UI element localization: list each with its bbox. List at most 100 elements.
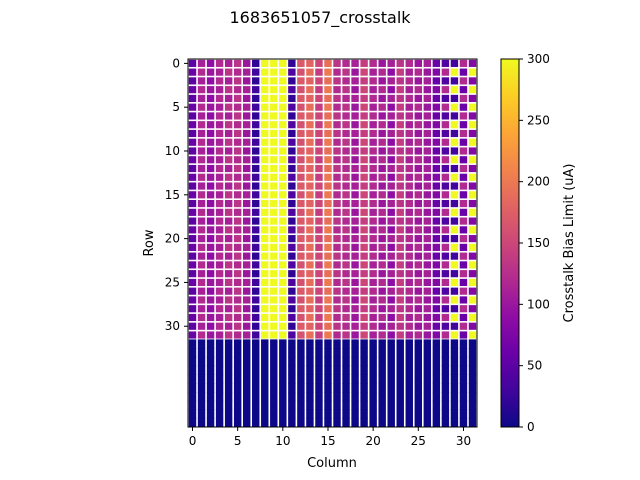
heatmap-cell: [459, 86, 468, 94]
heatmap-cell: [432, 68, 441, 76]
heatmap-cell: [188, 77, 197, 85]
heatmap-cell: [252, 68, 260, 76]
heatmap-cell: [288, 217, 296, 225]
heatmap-cell: [188, 331, 197, 339]
heatmap-cell: [450, 356, 459, 367]
heatmap-cell: [333, 313, 341, 322]
heatmap-cell: [242, 77, 251, 85]
heatmap-cell: [333, 59, 341, 67]
heatmap-cell: [360, 261, 368, 269]
heatmap-cell: [423, 217, 432, 225]
heatmap-cell: [450, 199, 459, 208]
heatmap-cell: [306, 208, 314, 216]
heatmap-cell: [333, 374, 341, 384]
heatmap-cell: [261, 156, 269, 164]
heatmap-cell: [324, 339, 332, 349]
heatmap-cell: [206, 278, 215, 287]
heatmap-cell: [270, 156, 278, 164]
heatmap-cell: [279, 243, 287, 251]
heatmap-cell: [459, 129, 468, 138]
heatmap-cell: [224, 138, 233, 146]
heatmap-cell: [459, 121, 468, 129]
heatmap-cell: [468, 147, 477, 155]
heatmap-cell: [360, 199, 368, 208]
heatmap-cell: [378, 296, 386, 304]
heatmap-cell: [441, 208, 450, 216]
heatmap-cell: [306, 418, 314, 428]
heatmap-cell: [333, 147, 341, 155]
heatmap-cell: [351, 235, 359, 243]
heatmap-cell: [342, 252, 350, 260]
heatmap-cell: [441, 112, 450, 120]
heatmap-cell: [197, 339, 206, 349]
heatmap-cell: [261, 199, 269, 208]
heatmap-cell: [233, 59, 242, 67]
heatmap-cell: [405, 409, 413, 419]
heatmap-cell: [378, 261, 386, 269]
heatmap-cell: [387, 331, 395, 339]
heatmap-cell: [188, 208, 197, 216]
heatmap-cell: [342, 409, 350, 419]
heatmap-cell: [450, 278, 459, 287]
heatmap-cell: [342, 164, 350, 173]
heatmap-cell: [261, 305, 269, 313]
heatmap-cell: [414, 400, 423, 410]
heatmap-cell: [369, 348, 377, 358]
heatmap-cell: [414, 356, 423, 367]
colorbar-tick-label: 250: [527, 113, 550, 127]
heatmap-cell: [423, 164, 432, 173]
heatmap-cell: [197, 217, 206, 225]
heatmap-cell: [405, 252, 413, 260]
heatmap-cell: [206, 305, 215, 313]
heatmap-cell: [468, 383, 477, 393]
heatmap-cell: [333, 164, 341, 173]
heatmap-cell: [369, 68, 377, 76]
y-tick-label: 10: [165, 144, 180, 158]
heatmap-cell: [423, 409, 432, 419]
heatmap-cell: [270, 339, 278, 349]
heatmap-cell: [206, 322, 215, 330]
heatmap-cell: [224, 356, 233, 367]
heatmap-cell: [224, 59, 233, 67]
heatmap-cell: [261, 418, 269, 428]
heatmap-cell: [333, 173, 341, 181]
heatmap-cell: [468, 191, 477, 199]
heatmap-cell: [369, 391, 377, 402]
heatmap-cell: [351, 365, 359, 375]
heatmap-cell: [242, 391, 251, 402]
heatmap-cell: [233, 313, 242, 322]
heatmap-cell: [288, 173, 296, 181]
heatmap-cell: [206, 409, 215, 419]
heatmap-cell: [378, 409, 386, 419]
heatmap-cell: [396, 365, 404, 375]
heatmap-cell: [351, 348, 359, 358]
heatmap-cell: [432, 208, 441, 216]
heatmap-cell: [233, 235, 242, 243]
heatmap-cell: [215, 86, 224, 94]
heatmap-cell: [342, 348, 350, 358]
heatmap-cell: [333, 391, 341, 402]
heatmap-cell: [450, 208, 459, 216]
heatmap-cell: [351, 191, 359, 199]
heatmap-cell: [297, 270, 305, 278]
heatmap-cell: [215, 252, 224, 260]
heatmap-cell: [405, 348, 413, 358]
heatmap-cell: [441, 409, 450, 419]
heatmap-cell: [468, 129, 477, 138]
heatmap-cell: [197, 235, 206, 243]
heatmap-cell: [342, 322, 350, 330]
heatmap-cell: [342, 112, 350, 120]
heatmap-cell: [414, 86, 423, 94]
heatmap-cell: [288, 322, 296, 330]
heatmap-cell: [441, 235, 450, 243]
heatmap-cell: [351, 270, 359, 278]
heatmap-cell: [369, 287, 377, 295]
heatmap-cell: [360, 112, 368, 120]
heatmap-plot-area: [188, 59, 477, 428]
heatmap-cell: [468, 365, 477, 375]
heatmap-cell: [396, 86, 404, 94]
heatmap-cell: [324, 374, 332, 384]
heatmap-cell: [233, 86, 242, 94]
heatmap-cell: [333, 217, 341, 225]
heatmap-cell: [242, 400, 251, 410]
